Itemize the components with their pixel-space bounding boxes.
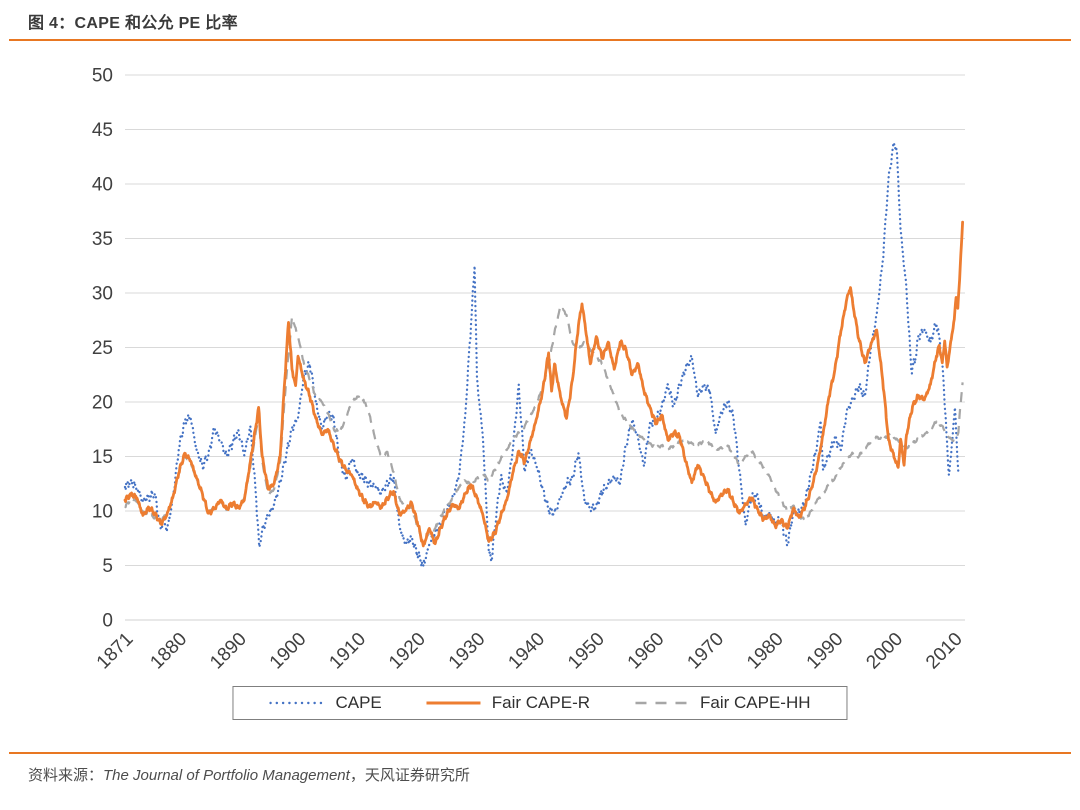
- legend-item-cape: CAPE: [269, 693, 382, 713]
- dashed-line-sample-icon: [635, 701, 690, 705]
- y-tick-label: 5: [102, 556, 113, 577]
- x-tick-label: 2000: [862, 629, 907, 674]
- y-tick-label: 25: [92, 338, 113, 359]
- y-tick-label: 30: [92, 284, 113, 305]
- x-tick-label: 1990: [803, 629, 848, 674]
- fair-cape-r-line: [123, 220, 964, 548]
- chart-legend: CAPE Fair CAPE-R Fair CAPE-HH: [232, 686, 848, 720]
- x-tick-label: 1920: [385, 629, 430, 674]
- bottom-accent-rule: [9, 752, 1071, 754]
- x-tick-label: 1980: [743, 629, 788, 674]
- source-note: 资料来源：The Journal of Portfolio Management…: [28, 764, 470, 785]
- chart-plot-area: 0 5 10 15 20 25 30 35 40 45 50 1871 1880 1890 1900 1910…: [92, 66, 967, 674]
- legend-item-fair-cape-hh: Fair CAPE-HH: [634, 693, 811, 713]
- legend-label: CAPE: [335, 693, 382, 712]
- cape-line: [123, 141, 960, 568]
- x-tick-label: 1930: [445, 629, 490, 674]
- legend-label: Fair CAPE-R: [491, 693, 591, 712]
- x-tick-label: 2010: [922, 629, 967, 674]
- x-tick-label: 1900: [266, 629, 311, 674]
- source-prefix: 资料来源：: [28, 767, 104, 784]
- legend-item-fair-cape-r: Fair CAPE-R: [426, 693, 590, 713]
- y-tick-label: 40: [92, 175, 113, 196]
- fair-cape-hh-line: [124, 305, 964, 545]
- source-suffix: ，天风证券研究所: [349, 767, 470, 784]
- cape-fair-pe-chart: 0 5 10 15 20 25 30 35 40 45 50 1871 1880 1890 1900 1910…: [0, 50, 1080, 710]
- y-tick-label: 45: [92, 120, 113, 141]
- x-tick-label: 1950: [564, 629, 609, 674]
- y-tick-label: 20: [92, 393, 113, 414]
- x-tick-label: 1880: [146, 629, 191, 674]
- top-accent-rule: [9, 39, 1071, 41]
- legend-label: Fair CAPE-HH: [700, 693, 811, 712]
- solid-line-sample-icon: [426, 701, 481, 705]
- x-tick-label: 1960: [624, 629, 669, 674]
- dotted-line-sample-icon: [269, 701, 326, 705]
- y-tick-label: 15: [92, 447, 113, 468]
- x-tick-label: 1940: [504, 629, 549, 674]
- figure-title: 图 4：CAPE 和公允 PE 比率: [28, 15, 238, 32]
- source-journal-name: The Journal of Portfolio Management: [103, 767, 350, 784]
- y-tick-label: 0: [102, 611, 113, 632]
- y-tick-label: 50: [92, 66, 113, 87]
- x-tick-label: 1890: [206, 629, 251, 674]
- x-tick-label: 1970: [683, 629, 728, 674]
- x-tick-label: 1871: [93, 629, 138, 674]
- y-tick-label: 35: [92, 229, 113, 250]
- x-tick-label: 1910: [325, 629, 370, 674]
- y-tick-label: 10: [92, 502, 113, 523]
